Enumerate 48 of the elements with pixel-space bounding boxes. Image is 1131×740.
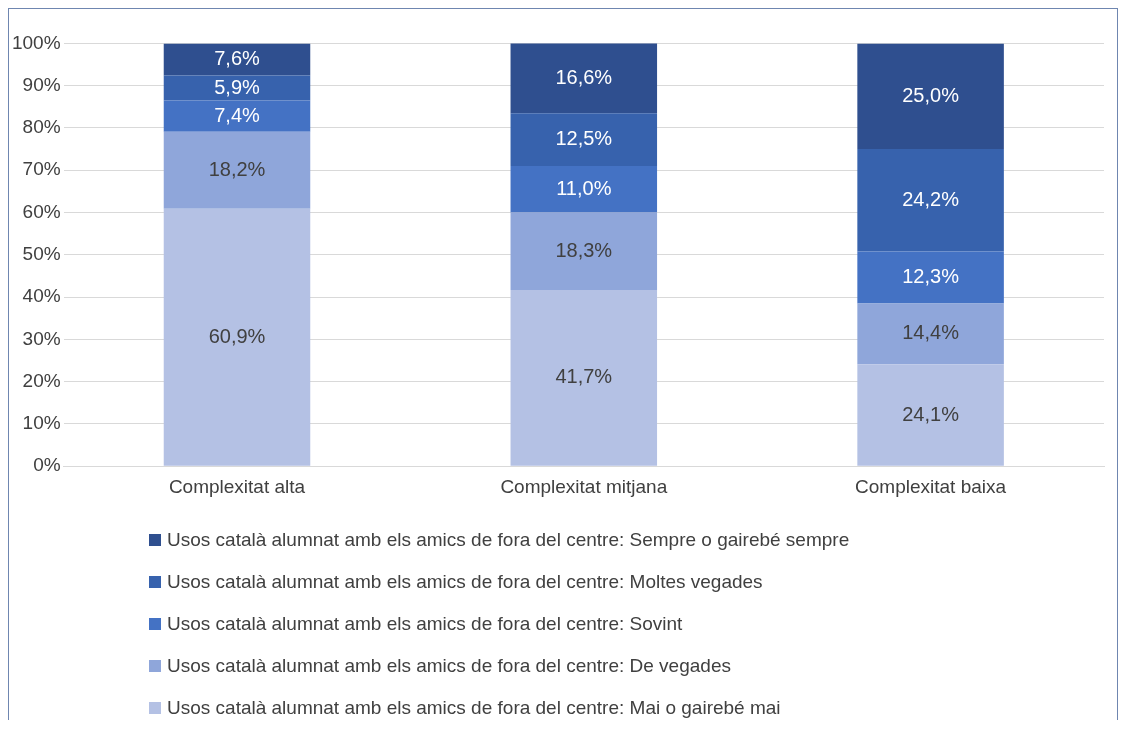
data-label: 7,4% — [214, 103, 260, 126]
y-tick-label: 100% — [11, 31, 61, 53]
bar — [163, 43, 311, 76]
data-label: 24,1% — [902, 402, 960, 425]
bar — [163, 100, 311, 132]
bar — [857, 364, 1004, 466]
y-tick-label: 40% — [22, 285, 61, 307]
y-tick-label: 10% — [22, 412, 61, 434]
y-tick-label: 50% — [22, 243, 61, 265]
data-label: 18,3% — [555, 238, 613, 261]
bar — [510, 43, 658, 114]
data-label: 14,4% — [902, 321, 960, 344]
data-label: 11,0% — [556, 176, 612, 199]
data-label: 24,2% — [902, 187, 960, 210]
bar — [510, 113, 658, 167]
y-tick-label: 30% — [22, 327, 61, 349]
bar — [510, 289, 658, 466]
data-label: 5,9% — [214, 75, 260, 98]
data-label: 41,7% — [555, 365, 613, 388]
bar — [857, 303, 1004, 365]
data-label: 60,9% — [208, 324, 266, 347]
bar — [857, 149, 1004, 252]
x-tick-label: Complexitat baixa — [855, 475, 1007, 497]
bar — [163, 131, 311, 209]
data-label: 25,0% — [902, 83, 960, 106]
bar — [510, 166, 658, 213]
x-tick-label: Complexitat mitjana — [500, 475, 668, 497]
y-tick-label: 80% — [22, 116, 61, 138]
bar — [510, 212, 658, 290]
legend-label: Usos català alumnat amb els amics de fora del centre: Moltes vegades — [167, 571, 763, 593]
x-tick-label: Complexitat alta — [168, 475, 306, 497]
y-tick-label: 20% — [22, 369, 61, 391]
data-label: 12,5% — [555, 127, 613, 150]
y-tick-label: 60% — [22, 200, 61, 222]
data-label: 12,3% — [902, 264, 960, 287]
legend-label: Usos català alumnat amb els amics de fora del centre: Sempre o gairebé sempre — [167, 529, 850, 551]
bar — [857, 43, 1004, 150]
legend-label: Usos català alumnat amb els amics de fora del centre: Sovint — [167, 613, 683, 635]
legend-label: Usos català alumnat amb els amics de fora del centre: Mai o gairebé mai — [167, 697, 781, 719]
data-label: 7,6% — [214, 46, 260, 69]
y-tick-label: 70% — [22, 158, 61, 180]
y-tick-label: 90% — [22, 73, 61, 95]
data-label: 16,6% — [555, 65, 613, 88]
data-label: 18,2% — [208, 157, 266, 180]
bar — [163, 208, 311, 466]
y-tick-label: 0% — [33, 454, 61, 476]
bar — [857, 251, 1004, 304]
legend-label: Usos català alumnat amb els amics de fora del centre: De vegades — [167, 655, 731, 677]
